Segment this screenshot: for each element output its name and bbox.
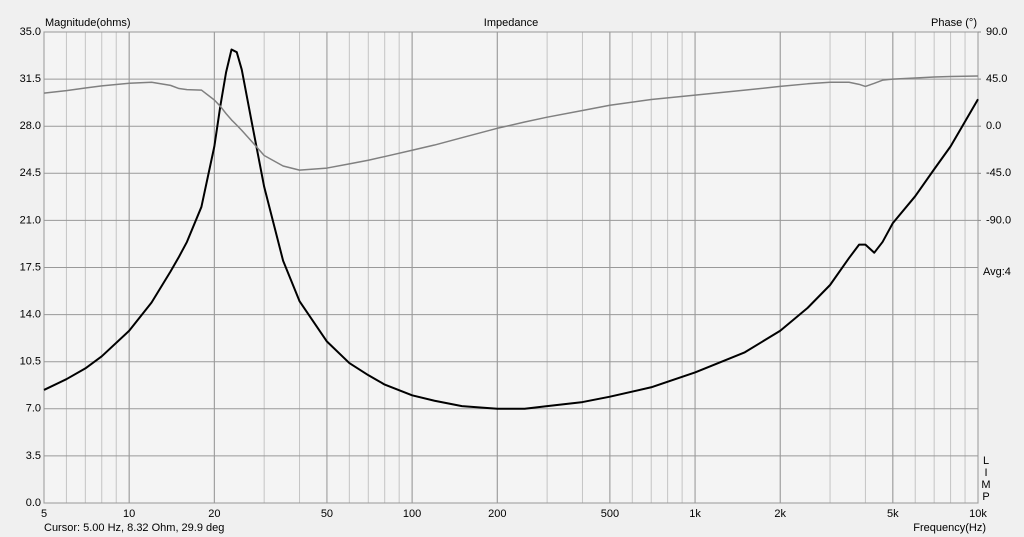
y-tick-label: 3.5 [26,450,41,462]
x-tick-label: 10 [123,508,135,520]
y2-tick-label: 90.0 [986,26,1007,38]
x-tick-label: 10k [969,508,987,520]
x-axis-title: Frequency(Hz) [913,522,986,534]
y-tick-label: 28.0 [20,120,41,132]
y2-tick-label: -45.0 [986,167,1011,179]
x-tick-label: 1k [689,508,701,520]
y-tick-label: 0.0 [26,497,41,509]
grid [43,31,979,504]
chart-title: Impedance [484,17,538,29]
y2-tick-label: -90.0 [986,214,1011,226]
marks [43,48,979,410]
x-tick-label: 5 [41,508,47,520]
y-tick-label: 10.5 [20,356,41,368]
cursor-readout: Cursor: 5.00 Hz, 8.32 Ohm, 29.9 deg [44,522,224,534]
y-tick-label: 31.5 [20,73,41,85]
y2-tick-label: 45.0 [986,73,1007,85]
y-axis-title: Magnitude(ohms) [45,17,131,29]
y2-tick-label: 0.0 [986,120,1001,132]
y-tick-label: 21.0 [20,214,41,226]
y-tick-label: 7.0 [26,403,41,415]
x-tick-label: 50 [321,508,333,520]
series-line [43,48,979,410]
y-tick-label: 14.0 [20,309,41,321]
series-line [43,75,979,171]
x-tick-label: 100 [403,508,421,520]
x-tick-label: 200 [488,508,506,520]
y2-axis-title: Phase (°) [931,17,977,29]
y-tick-label: 35.0 [20,26,41,38]
x-tick-label: 5k [887,508,899,520]
x-tick-label: 2k [774,508,786,520]
x-tick-label: 20 [208,508,220,520]
x-tick-label: 500 [601,508,619,520]
y-tick-label: 17.5 [20,261,41,273]
side-label: LIMP [980,455,992,503]
annotation: Avg:4 [983,266,1011,278]
y-tick-label: 24.5 [20,167,41,179]
